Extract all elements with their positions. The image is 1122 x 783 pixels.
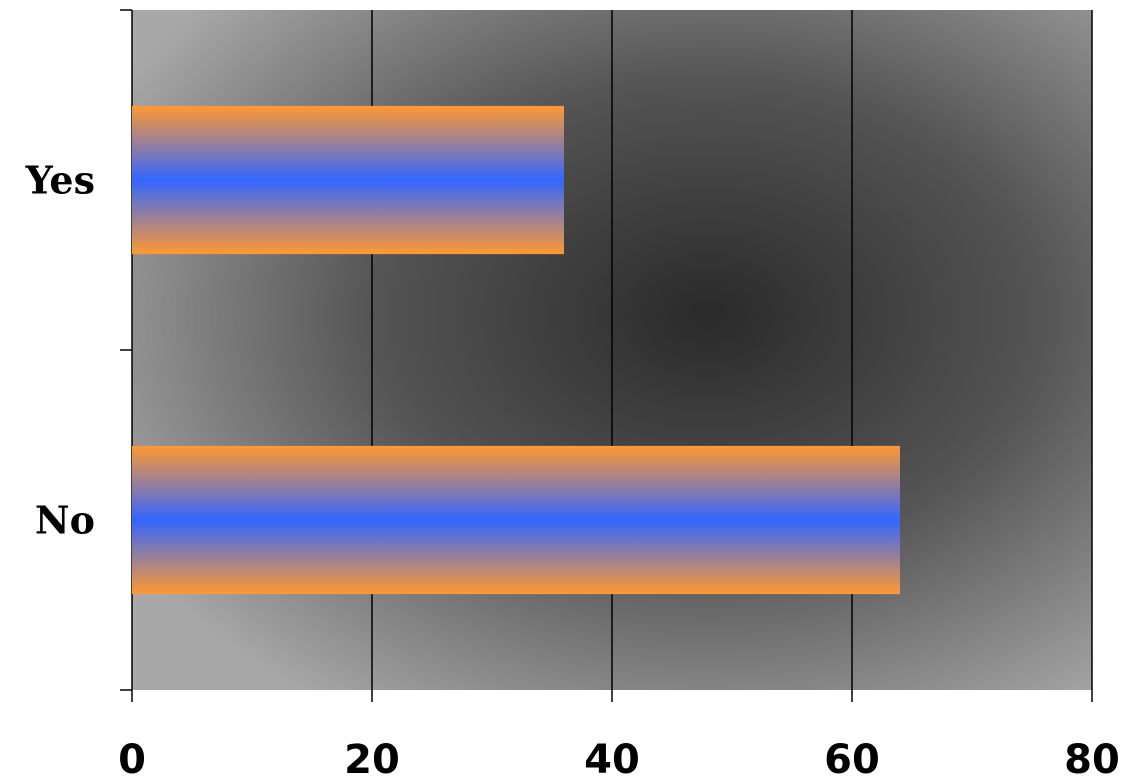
y-tick-label: No [35, 498, 95, 543]
chart: 0 20 40 60 80 Yes No [0, 0, 1122, 783]
x-tick-label: 60 [824, 737, 880, 783]
x-tick-label: 40 [584, 737, 640, 783]
x-tick-label: 0 [118, 737, 146, 783]
bar [132, 446, 900, 594]
x-tick-label: 20 [344, 737, 400, 783]
y-tick-label: Yes [25, 158, 95, 203]
x-tick-label: 80 [1064, 737, 1120, 783]
bar [132, 106, 564, 254]
